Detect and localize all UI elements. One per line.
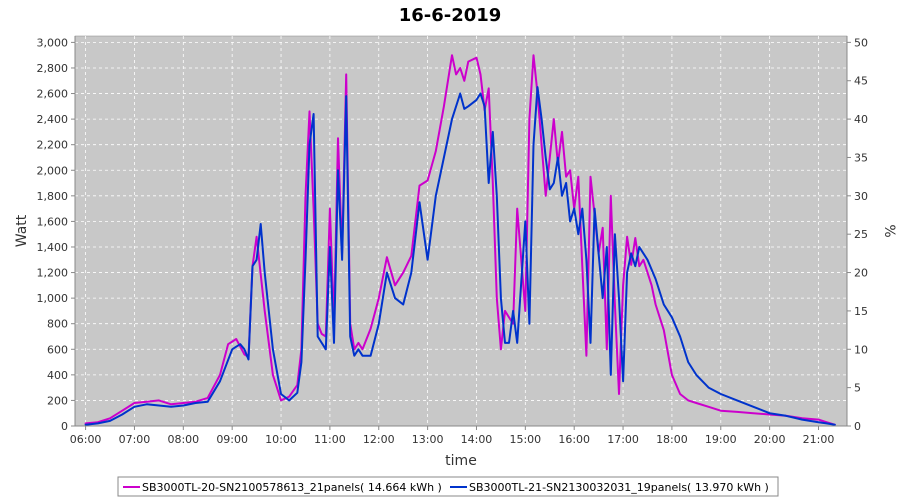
y2-axis-ticks: 0 5 10 15 20 25 30 35 40 45 50 bbox=[847, 36, 868, 433]
x-tick-label: 08:00 bbox=[167, 433, 199, 446]
x-tick-label: 18:00 bbox=[656, 433, 688, 446]
legend-label-series-2: SB3000TL-21-SN2130032031_19panels( 13.97… bbox=[469, 481, 769, 494]
y-tick-label: 2,000 bbox=[37, 164, 69, 177]
y-tick-label: 0 bbox=[61, 420, 68, 433]
x-axis-ticks: 06:00 07:00 08:00 09:00 10:00 11:00 12:00 13:00… bbox=[70, 426, 835, 446]
legend-label-series-1: SB3000TL-20-SN2100578613_21panels( 14.66… bbox=[142, 481, 442, 494]
y-tick-label: 1,000 bbox=[37, 292, 69, 305]
plot-area bbox=[74, 35, 848, 427]
x-tick-label: 15:00 bbox=[509, 433, 541, 446]
y-tick-label: 200 bbox=[47, 394, 68, 407]
y2-tick-label: 40 bbox=[854, 113, 868, 126]
x-tick-label: 07:00 bbox=[119, 433, 151, 446]
y2-tick-label: 25 bbox=[854, 228, 868, 241]
y-tick-label: 1,600 bbox=[37, 215, 69, 228]
y2-axis-label: % bbox=[881, 224, 897, 237]
y2-tick-label: 35 bbox=[854, 151, 868, 164]
y2-tick-label: 30 bbox=[854, 190, 868, 203]
y-tick-label: 2,200 bbox=[37, 139, 69, 152]
y2-tick-label: 50 bbox=[854, 36, 868, 49]
y-tick-label: 2,400 bbox=[37, 113, 69, 126]
y-tick-label: 2,600 bbox=[37, 88, 69, 101]
legend-box bbox=[117, 476, 779, 497]
series-lines bbox=[84, 54, 836, 426]
x-tick-label: 12:00 bbox=[363, 433, 395, 446]
legend: SB3000TL-20-SN2100578613_21panels( 14.66… bbox=[117, 476, 779, 497]
y2-tick-label: 5 bbox=[854, 382, 861, 395]
x-tick-label: 20:00 bbox=[754, 433, 786, 446]
x-tick-label: 13:00 bbox=[412, 433, 444, 446]
y-tick-label: 3,000 bbox=[37, 36, 69, 49]
y-tick-label: 2,800 bbox=[37, 62, 69, 75]
x-tick-label: 19:00 bbox=[705, 433, 737, 446]
y2-tick-label: 45 bbox=[854, 75, 868, 88]
x-tick-label: 11:00 bbox=[314, 433, 346, 446]
x-tick-label: 06:00 bbox=[70, 433, 102, 446]
y-axis-ticks: 0 200 400 600 800 1,000 1,200 1,400 1,600 1,800 2,… bbox=[37, 36, 75, 433]
x-tick-label: 17:00 bbox=[607, 433, 639, 446]
x-tick-label: 21:00 bbox=[803, 433, 835, 446]
y-axis-label: Watt bbox=[14, 214, 30, 247]
series-line-1 bbox=[84, 54, 836, 426]
y-tick-label: 1,400 bbox=[37, 241, 69, 254]
x-tick-label: 10:00 bbox=[265, 433, 297, 446]
x-axis-label: time bbox=[445, 453, 477, 469]
y2-tick-label: 15 bbox=[854, 305, 868, 318]
y-tick-label: 1,200 bbox=[37, 267, 69, 280]
x-tick-label: 09:00 bbox=[216, 433, 248, 446]
series-line-2 bbox=[84, 86, 836, 426]
y-tick-label: 1,800 bbox=[37, 190, 69, 203]
grid-lines bbox=[75, 36, 847, 427]
y-tick-label: 600 bbox=[47, 343, 68, 356]
x-tick-label: 16:00 bbox=[558, 433, 590, 446]
y2-tick-label: 20 bbox=[854, 267, 868, 280]
y-tick-label: 400 bbox=[47, 369, 68, 382]
y2-tick-label: 10 bbox=[854, 343, 868, 356]
y2-tick-label: 0 bbox=[854, 420, 861, 433]
chart-title: 16-6-2019 bbox=[399, 5, 502, 26]
y-tick-label: 800 bbox=[47, 318, 68, 331]
x-tick-label: 14:00 bbox=[461, 433, 493, 446]
